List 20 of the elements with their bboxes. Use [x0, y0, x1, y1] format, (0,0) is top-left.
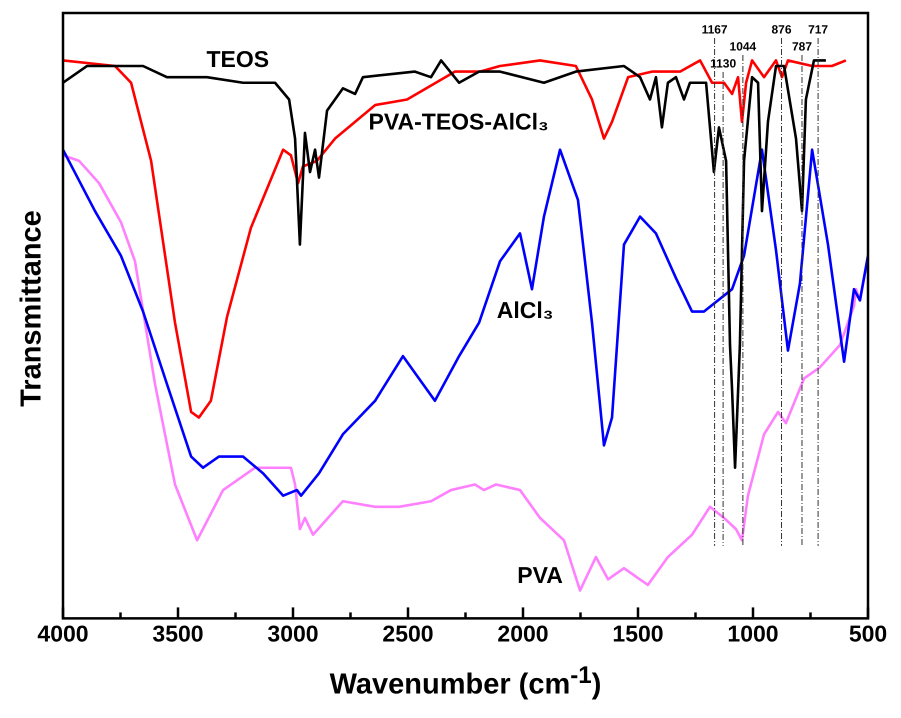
ref-line-label: 787: [792, 39, 812, 54]
series-label: PVA-TEOS-AlCl₃: [368, 108, 549, 134]
x-tick-label: 1000: [727, 620, 779, 647]
x-tick-label: 3000: [267, 620, 319, 647]
y-axis-title: Transmittance: [16, 209, 48, 409]
series-label: PVA: [517, 562, 563, 588]
ref-line-label: 1044: [730, 39, 757, 54]
x-tick-label: 3500: [152, 620, 204, 647]
x-tick-label: 2000: [497, 620, 549, 647]
x-tick-label: 4000: [37, 620, 89, 647]
ref-line-label: 717: [808, 22, 828, 36]
ref-line-label: 1167: [702, 22, 728, 36]
x-tick-label: 1500: [612, 620, 664, 647]
x-axis-title: Wavenumber (cm$^{-1}$): [328, 662, 602, 702]
series-label: TEOS: [206, 46, 270, 72]
ref-line-label: 1130: [710, 56, 736, 70]
series-label: AlCl₃: [496, 296, 554, 323]
x-tick-label: 500: [848, 620, 888, 647]
ref-line-label: 876: [772, 22, 792, 36]
x-tick-label: 2500: [382, 620, 434, 647]
